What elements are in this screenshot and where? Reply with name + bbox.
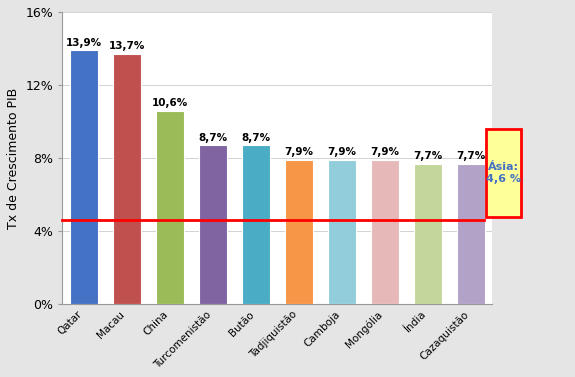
Text: Ásia:
4,6 %: Ásia: 4,6 % <box>486 162 521 184</box>
Text: 7,7%: 7,7% <box>413 151 442 161</box>
Text: 7,9%: 7,9% <box>327 147 356 157</box>
Y-axis label: Tx de Crescimento PIB: Tx de Crescimento PIB <box>7 87 20 229</box>
FancyBboxPatch shape <box>486 129 521 217</box>
Bar <box>414 164 442 304</box>
Bar <box>70 50 98 304</box>
Bar <box>113 54 141 304</box>
Text: 7,9%: 7,9% <box>284 147 313 157</box>
Text: 7,9%: 7,9% <box>370 147 399 157</box>
Text: 7,7%: 7,7% <box>456 151 485 161</box>
Text: 10,6%: 10,6% <box>152 98 188 108</box>
Text: 8,7%: 8,7% <box>241 133 270 143</box>
Bar <box>242 146 270 304</box>
Bar <box>156 110 184 304</box>
Text: 13,9%: 13,9% <box>66 38 102 48</box>
Text: 8,7%: 8,7% <box>198 133 227 143</box>
Bar <box>199 146 227 304</box>
Bar <box>285 160 313 304</box>
Text: 13,7%: 13,7% <box>109 41 145 51</box>
Bar <box>328 160 356 304</box>
Bar <box>457 164 485 304</box>
Bar <box>371 160 398 304</box>
